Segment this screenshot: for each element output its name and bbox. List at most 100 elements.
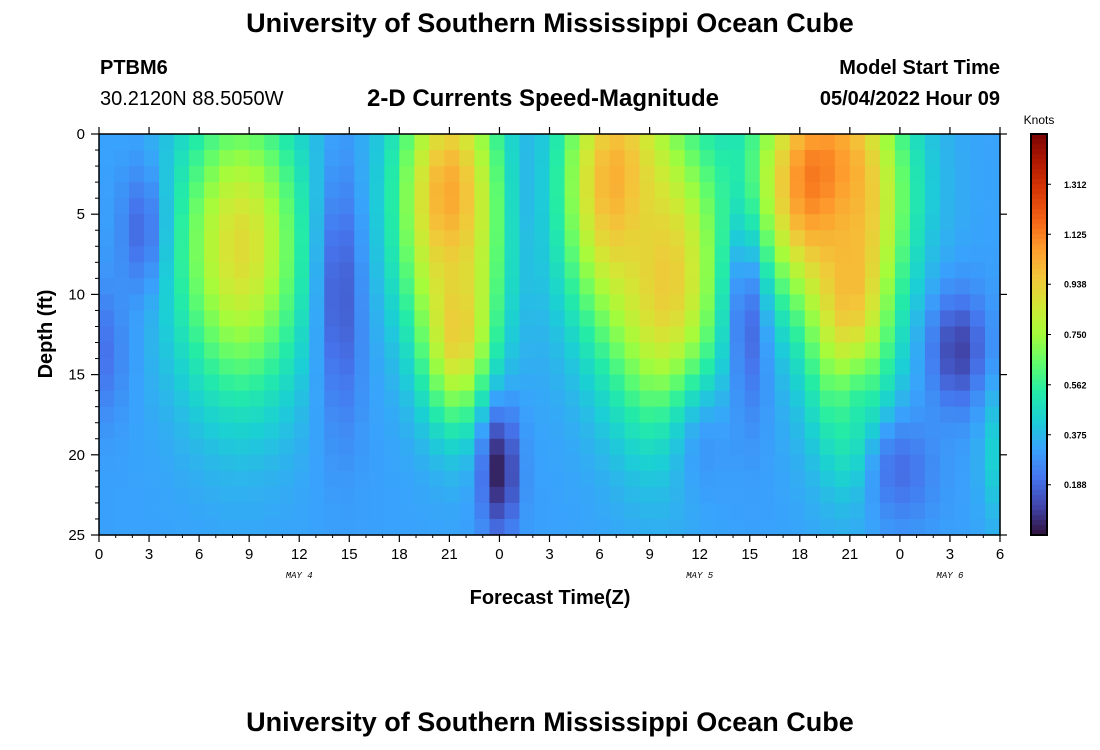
colorbar-segment bbox=[1031, 139, 1047, 145]
colorbar-label: 0.375 bbox=[1064, 430, 1087, 440]
heatmap-cell bbox=[939, 150, 956, 167]
heatmap-cell bbox=[924, 150, 941, 167]
heatmap-cell bbox=[414, 342, 430, 360]
heatmap-cell bbox=[579, 134, 596, 151]
heatmap-cell bbox=[474, 390, 491, 408]
heatmap-cell bbox=[804, 486, 821, 504]
heatmap-cell bbox=[729, 390, 746, 408]
heatmap-cell bbox=[789, 470, 806, 488]
heatmap-cell bbox=[804, 326, 821, 344]
heatmap-cell bbox=[234, 278, 250, 295]
heatmap-cell bbox=[174, 438, 190, 456]
heatmap-cell bbox=[309, 342, 325, 360]
colorbar-segment bbox=[1031, 174, 1047, 180]
heatmap-cell bbox=[909, 246, 926, 263]
colorbar-label: 0.750 bbox=[1064, 330, 1087, 340]
heatmap-cell bbox=[99, 182, 115, 199]
heatmap-cell bbox=[924, 134, 941, 151]
heatmap-cell bbox=[729, 150, 746, 167]
heatmap-cell bbox=[984, 150, 1001, 167]
heatmap-cell bbox=[174, 358, 190, 376]
heatmap-cell bbox=[429, 390, 445, 408]
heatmap-cell bbox=[579, 150, 596, 167]
heatmap-cell bbox=[684, 374, 701, 392]
heatmap-cell bbox=[699, 358, 716, 376]
heatmap-cell bbox=[894, 246, 911, 263]
heatmap-cell bbox=[414, 262, 430, 279]
heatmap-cell bbox=[519, 406, 536, 424]
heatmap-cell bbox=[429, 470, 445, 488]
heatmap-cell bbox=[594, 422, 611, 440]
heatmap-cell bbox=[474, 230, 491, 247]
heatmap-cell bbox=[219, 182, 235, 199]
heatmap-cell bbox=[474, 342, 491, 360]
heatmap-cell bbox=[624, 406, 641, 424]
heatmap-cell bbox=[504, 470, 521, 488]
x-tick-label: 18 bbox=[791, 546, 808, 563]
heatmap-cell bbox=[129, 278, 145, 295]
heatmap-cell bbox=[444, 422, 460, 440]
heatmap-cell bbox=[879, 422, 896, 440]
heatmap-cell bbox=[924, 454, 941, 472]
heatmap-cell bbox=[609, 342, 626, 360]
heatmap-cell bbox=[504, 294, 521, 312]
heatmap-cell bbox=[894, 150, 911, 167]
heatmap-cell bbox=[684, 214, 701, 231]
heatmap-cell bbox=[954, 182, 971, 199]
heatmap-cell bbox=[549, 342, 566, 360]
heatmap-cell bbox=[534, 374, 551, 392]
heatmap-cell bbox=[444, 502, 460, 520]
heatmap-cell bbox=[699, 214, 716, 231]
heatmap-cell bbox=[969, 134, 986, 151]
heatmap-cell bbox=[759, 134, 776, 151]
heatmap-cell bbox=[789, 518, 806, 536]
heatmap-cell bbox=[879, 246, 896, 263]
heatmap-cell bbox=[99, 150, 115, 167]
heatmap-cell bbox=[909, 390, 926, 408]
heatmap-cell bbox=[654, 262, 671, 279]
heatmap-cell bbox=[939, 342, 956, 360]
heatmap-cell bbox=[699, 390, 716, 408]
heatmap-cell bbox=[429, 518, 445, 536]
heatmap-cell bbox=[774, 150, 791, 167]
heatmap-cell bbox=[504, 374, 521, 392]
heatmap-cell bbox=[564, 406, 581, 424]
heatmap-cell bbox=[369, 358, 385, 376]
heatmap-cell bbox=[699, 406, 716, 424]
heatmap-cell bbox=[909, 518, 926, 536]
heatmap-cell bbox=[894, 486, 911, 504]
heatmap-cell bbox=[189, 390, 205, 408]
heatmap-cell bbox=[99, 406, 115, 424]
heatmap-cell bbox=[114, 182, 130, 199]
heatmap-cell bbox=[939, 262, 956, 279]
heatmap-cell bbox=[669, 422, 686, 440]
heatmap-cell bbox=[879, 214, 896, 231]
heatmap-cell bbox=[204, 310, 220, 328]
heatmap-cell bbox=[309, 198, 325, 215]
heatmap-cell bbox=[414, 326, 430, 344]
heatmap-cell bbox=[114, 390, 130, 408]
heatmap-cell bbox=[384, 486, 400, 504]
heatmap-cell bbox=[609, 310, 626, 328]
heatmap-cell bbox=[399, 198, 415, 215]
colorbar-segment bbox=[1031, 164, 1047, 170]
heatmap-cell bbox=[654, 470, 671, 488]
heatmap-cell bbox=[219, 502, 235, 520]
colorbar-segment bbox=[1031, 279, 1047, 285]
heatmap-cell bbox=[249, 278, 265, 295]
heatmap-cell bbox=[294, 182, 310, 199]
heatmap-cell bbox=[174, 230, 190, 247]
heatmap-cell bbox=[384, 342, 400, 360]
heatmap-cell bbox=[609, 390, 626, 408]
heatmap-cell bbox=[759, 518, 776, 536]
heatmap-cell bbox=[894, 374, 911, 392]
heatmap-cell bbox=[714, 278, 731, 295]
heatmap-cell bbox=[414, 198, 430, 215]
heatmap-cell bbox=[714, 198, 731, 215]
heatmap-cell bbox=[294, 422, 310, 440]
heatmap-cell bbox=[429, 422, 445, 440]
heatmap-cell bbox=[924, 198, 941, 215]
heatmap-cell bbox=[384, 518, 400, 536]
heatmap-cell bbox=[189, 486, 205, 504]
heatmap-cell bbox=[519, 374, 536, 392]
